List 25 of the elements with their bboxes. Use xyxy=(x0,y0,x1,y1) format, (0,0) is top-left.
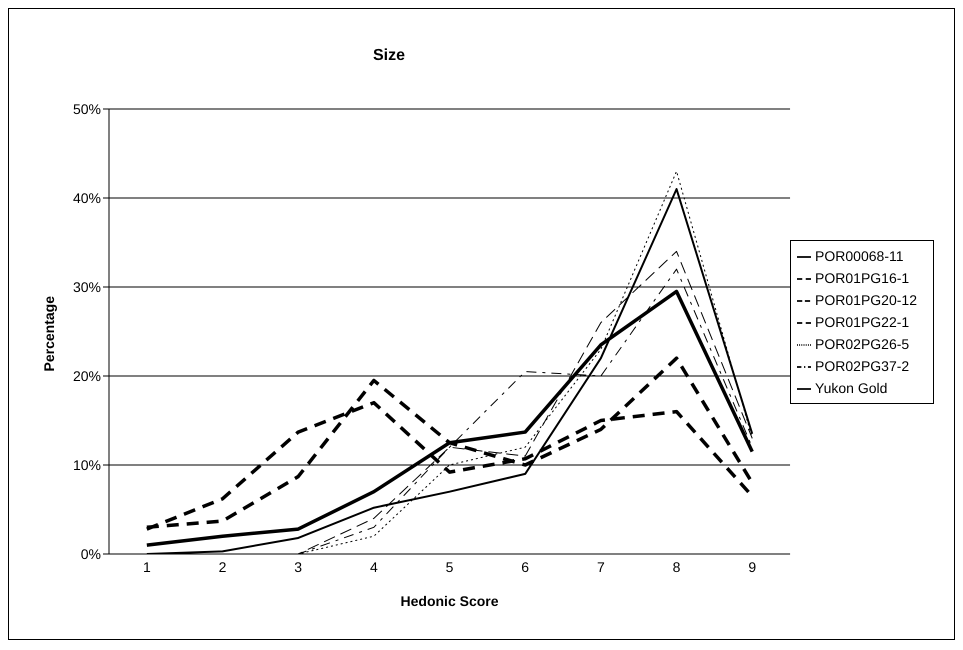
y-tick-label: 30% xyxy=(72,278,101,295)
x-tick-label: 4 xyxy=(370,558,378,575)
x-tick-label: 1 xyxy=(142,558,151,575)
x-tick-label: 3 xyxy=(294,558,302,575)
y-tick-label: 20% xyxy=(72,368,101,384)
x-tick-label: 6 xyxy=(521,558,530,575)
x-tick-label: 2 xyxy=(218,558,227,575)
y-tick-label: 0% xyxy=(80,546,101,562)
legend-label: POR02PG37-2 xyxy=(815,358,910,374)
legend-label: POR02PG26-5 xyxy=(815,336,910,352)
y-axis-title: Percentage xyxy=(40,296,57,372)
x-tick-label: 7 xyxy=(596,558,605,575)
legend-label: POR00068-11 xyxy=(815,248,904,264)
legend-label: Yukon Gold xyxy=(815,380,888,396)
legend-label: POR01PG16-1 xyxy=(815,270,910,286)
y-tick-label: 50% xyxy=(72,100,101,117)
y-tick-label: 40% xyxy=(72,190,101,206)
legend-label: POR01PG20-12 xyxy=(815,292,917,308)
y-tick-label: 10% xyxy=(72,456,101,473)
legend-label: POR01PG22-1 xyxy=(815,314,910,330)
x-tick-label: 9 xyxy=(748,558,756,575)
chart-title: Size xyxy=(372,47,406,65)
x-axis-title: Hedonic Score xyxy=(400,593,499,609)
x-tick-label: 8 xyxy=(672,558,681,575)
x-tick-label: 5 xyxy=(446,558,454,575)
